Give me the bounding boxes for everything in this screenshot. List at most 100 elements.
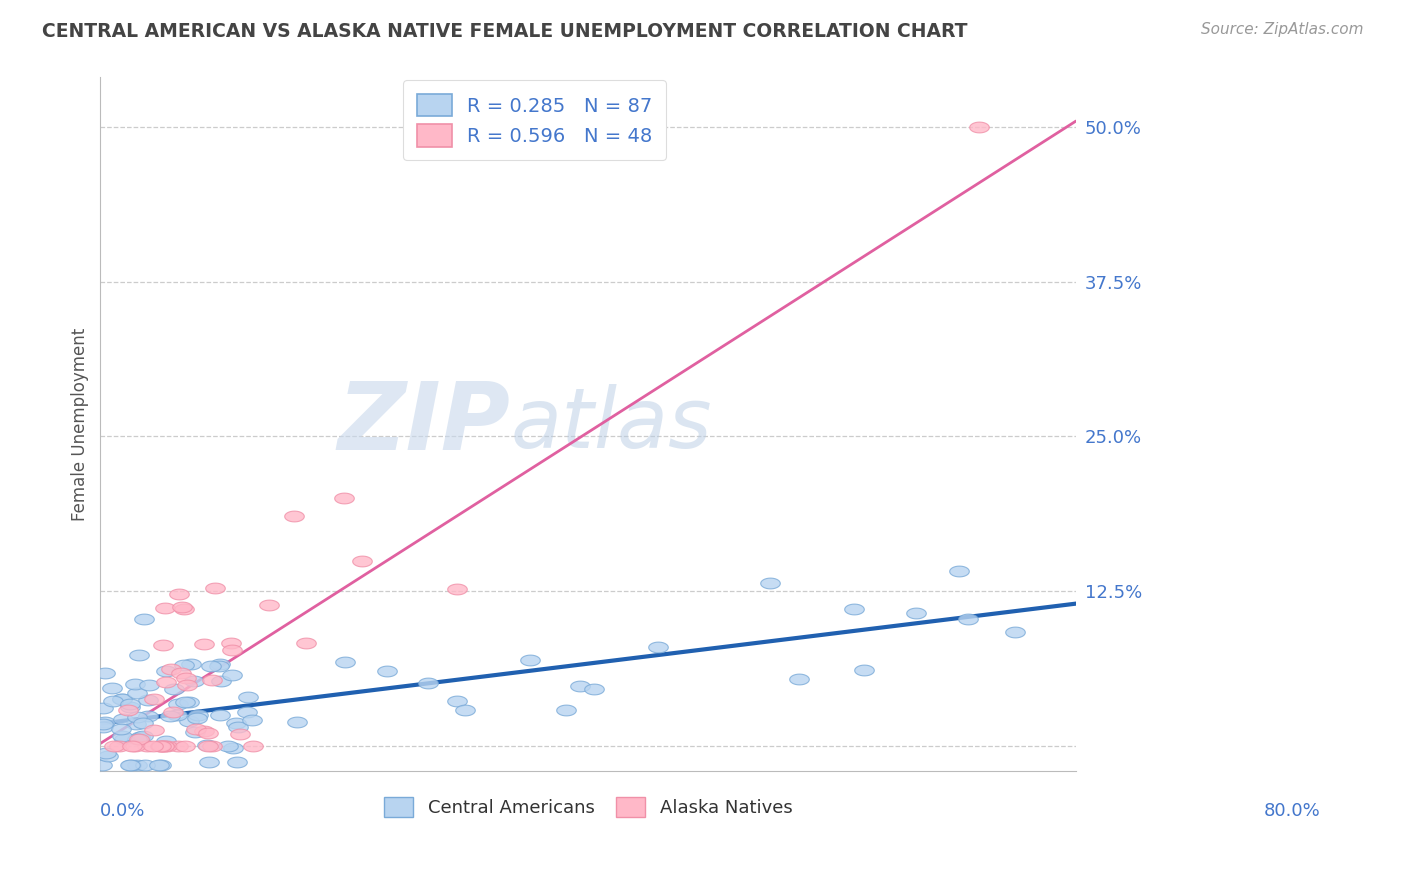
Point [209,673,232,688]
Point [1004,625,1026,640]
Point [333,491,356,505]
Point [127,710,149,724]
Point [186,711,208,725]
Point [221,643,243,657]
Point [150,757,173,772]
Point [103,739,125,753]
Point [174,671,197,685]
Point [159,662,181,676]
Point [159,709,181,723]
Point [166,707,188,722]
Point [204,582,226,596]
Point [132,612,155,626]
Point [97,748,120,763]
Point [208,707,231,722]
Point [184,722,207,736]
Point [110,722,132,736]
Point [240,713,263,727]
Point [132,716,155,731]
Point [153,739,176,753]
Point [184,725,207,739]
Point [101,681,124,696]
Point [112,731,135,746]
Point [582,682,605,697]
Point [187,707,209,722]
Point [143,723,166,737]
Point [134,757,156,772]
Point [454,703,477,717]
Point [150,739,173,753]
Point [179,695,201,709]
Point [173,658,195,673]
Point [225,716,247,731]
Point [155,733,177,747]
Point [118,697,141,711]
Point [142,739,165,753]
Point [149,739,172,753]
Point [172,599,194,614]
Point [111,729,134,743]
Point [208,657,231,672]
Point [131,729,153,743]
Legend: Central Americans, Alaska Natives: Central Americans, Alaska Natives [377,789,800,824]
Point [118,757,141,772]
Point [155,665,177,679]
Point [94,715,117,730]
Point [219,636,242,650]
Point [142,691,165,706]
Point [350,554,373,568]
Point [967,120,990,134]
Point [152,638,174,652]
Point [128,648,150,663]
Point [162,706,184,720]
Text: atlas: atlas [510,384,711,465]
Point [170,666,193,681]
Point [554,703,576,717]
Point [957,612,980,626]
Point [228,720,250,734]
Point [176,678,198,692]
Point [647,640,669,655]
Point [124,739,146,753]
Point [197,738,219,752]
Point [91,717,114,731]
Point [285,715,308,730]
Point [193,637,215,651]
Point [446,694,468,708]
Point [167,739,190,753]
Point [375,665,398,679]
Point [446,582,468,596]
Point [101,694,124,708]
Point [125,717,148,731]
Point [787,672,810,686]
Point [108,739,131,753]
Point [156,739,179,753]
Point [91,757,114,772]
Point [257,598,280,612]
Point [167,587,190,601]
Point [120,700,142,714]
Point [136,693,159,707]
Point [180,657,202,672]
Point [135,739,157,753]
Point [852,663,875,677]
Text: Source: ZipAtlas.com: Source: ZipAtlas.com [1201,22,1364,37]
Point [283,509,305,524]
Point [111,712,134,726]
Point [110,692,132,706]
Point [163,682,186,697]
Point [948,565,970,579]
Point [128,731,150,746]
Point [193,724,215,739]
Point [91,701,114,715]
Point [217,739,239,753]
Point [842,602,865,616]
Point [418,676,440,690]
Point [173,602,195,616]
Point [221,668,243,682]
Point [201,673,224,688]
Point [167,697,190,711]
Point [111,691,134,706]
Point [183,674,205,689]
Point [177,714,200,728]
